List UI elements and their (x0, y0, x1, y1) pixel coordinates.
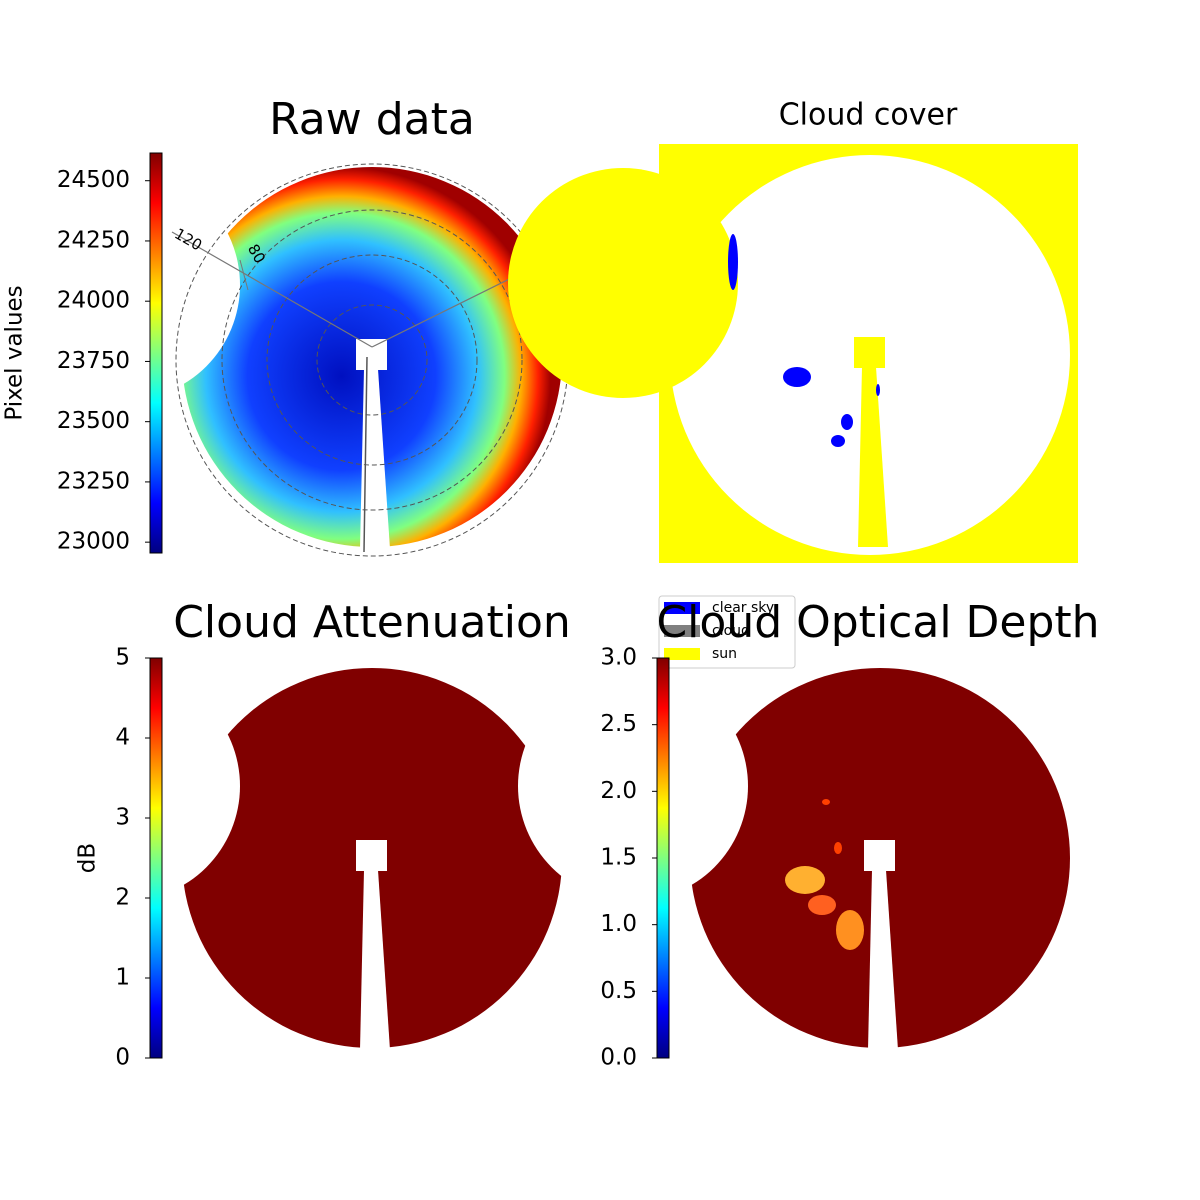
mask-shaft (360, 870, 390, 1050)
colorbar-tick-label: 1.0 (600, 911, 637, 937)
colorbar-tick-label: 2 (115, 885, 130, 911)
panel-title: Cloud Attenuation (173, 597, 571, 648)
colorbar-tick-label: 23750 (57, 348, 130, 374)
legend-label: cloud (712, 623, 750, 639)
colorbar-tick-label: 1.5 (600, 845, 637, 871)
panel-title: Raw data (269, 94, 475, 145)
mask-pillar (864, 840, 895, 871)
sky-image (508, 155, 1070, 555)
colorbar (149, 657, 163, 1059)
mask-shaft (858, 367, 888, 547)
polar-grid (316, 304, 428, 416)
colorbar (656, 657, 670, 1059)
horizon-mask (518, 671, 748, 901)
colorbar-tick-label: 4 (115, 725, 130, 751)
polar-axis (171, 231, 373, 348)
colorbar-tick-label: 0 (115, 1045, 130, 1071)
mask-pillar (356, 339, 387, 370)
sky-image (518, 668, 1070, 1050)
horizon-mask (10, 671, 240, 901)
clear-sky-region (728, 234, 738, 290)
legend-swatch (664, 648, 700, 660)
legend-label: sun (712, 646, 737, 662)
clear-sky-region (876, 384, 880, 396)
sky-image (10, 163, 573, 557)
horizon-mask (508, 168, 738, 398)
colorbar-tick-label: 3.0 (600, 645, 637, 671)
colorbar-tick-label: 0.0 (600, 1045, 637, 1071)
cod-region (834, 842, 842, 854)
colorbar-tick-label: 23500 (57, 408, 130, 434)
polar-axis (239, 259, 249, 291)
legend-swatch (664, 625, 700, 637)
colorbar-label: dB (75, 843, 101, 873)
sky-image (10, 668, 562, 1050)
legend-label: clear sky (712, 600, 774, 616)
legend: clear sky cloud sun (658, 595, 796, 669)
colorbar-tick-label: 1 (115, 965, 130, 991)
clear-sky-region (831, 435, 845, 447)
colorbar-tick-label: 24250 (57, 227, 130, 253)
polar-axis (363, 356, 368, 553)
colorbar-tick-label: 23250 (57, 468, 130, 494)
colorbar-tick-label: 5 (115, 645, 130, 671)
clear-sky-region (783, 367, 811, 387)
panel-title: Cloud Optical Depth (656, 597, 1099, 648)
colorbar-tick-label: 2.0 (600, 778, 637, 804)
legend-swatch (664, 602, 700, 614)
colorbar (149, 152, 163, 554)
cod-region (881, 886, 887, 910)
colorbar-tick-label: 23000 (57, 529, 130, 555)
mask-shaft (868, 870, 898, 1050)
colorbar-tick-label: 2.5 (600, 711, 637, 737)
panel-title: Cloud cover (779, 98, 958, 133)
cod-region (808, 895, 836, 915)
cod-region (836, 910, 864, 950)
mask-pillar (356, 840, 387, 871)
mask-pillar (854, 337, 885, 368)
colorbar-tick-label: 24000 (57, 288, 130, 314)
clear-sky-region (841, 414, 853, 430)
cod-region (785, 866, 825, 894)
cod-region (822, 799, 830, 805)
colorbar-tick-label: 24500 (57, 167, 130, 193)
colorbar-tick-label: 3 (115, 805, 130, 831)
polar-grid (221, 209, 523, 511)
mask-shaft (360, 369, 390, 549)
horizon-mask (10, 170, 240, 400)
polar-grid (266, 254, 478, 466)
colorbar-label: Pixel values (2, 285, 28, 420)
colorbar-tick-label: 0.5 (600, 978, 637, 1004)
